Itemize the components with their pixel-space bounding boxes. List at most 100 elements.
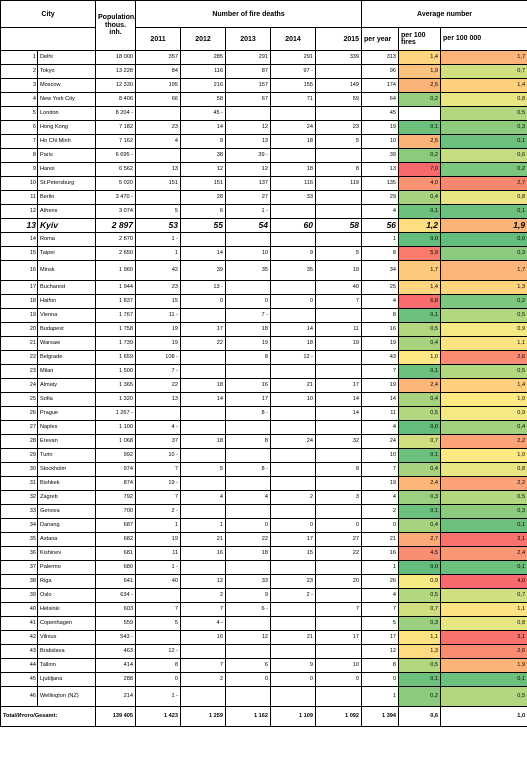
deaths-2012: 151 (180, 176, 227, 191)
deaths-2012: 4 (180, 490, 227, 505)
table-row: 30 Stockholm 974 7 5 8 -8 7 0,4 0,8 (0, 462, 527, 477)
deaths-2015: 119 (315, 176, 363, 191)
row-index: 2 (0, 64, 38, 79)
row-index: 26 (0, 406, 38, 421)
deaths-2012: 2 (180, 672, 227, 687)
per-year-cell: 1 (361, 686, 400, 707)
deaths-2013: 54 (225, 218, 272, 233)
row-index: 44 (0, 658, 38, 673)
per-year-cell: 21 (361, 532, 400, 547)
per-100000-cell: 0,4 (440, 420, 527, 435)
population-cell: 792 (95, 490, 137, 505)
per-year-cell: 96 (361, 64, 400, 79)
deaths-2011: 11 - (135, 308, 182, 323)
deaths-2012: 4 - (180, 616, 227, 631)
row-index: 21 (0, 336, 38, 351)
per-year-cell: 174 (361, 78, 400, 93)
table-row: 32 Zagreb 792 7 4 4 2 3 4 0,3 0,5 (0, 490, 527, 505)
total-row: Total/Итого/Gesamt: 139 405 1 423 1 259 1 16… (0, 706, 527, 727)
deaths-2011: 10 - (135, 448, 182, 463)
deaths-2015: 14 (315, 392, 363, 407)
deaths-2014 (270, 280, 317, 295)
header-year-2012: 2012 (180, 27, 227, 51)
city-name: Minsk (36, 260, 97, 281)
deaths-2011: 11 (135, 546, 182, 561)
per-100000-cell: 1,7 (440, 260, 527, 281)
row-index: 3 (0, 78, 38, 93)
table-row: 7 Ho Chi Minh 7 162 4 9 13 18 5 10 2,5 0,1 (0, 134, 527, 149)
deaths-2014: 0 (270, 672, 317, 687)
per-100-fires-cell: 0,0 (398, 232, 442, 247)
header-per-year: per year (361, 27, 400, 51)
deaths-2011 (135, 630, 182, 645)
per-year-cell: 43 (361, 350, 400, 365)
table-row: 16 Minsk 1 960 42 39 35 35 19 34 1,7 1,7 (0, 260, 527, 281)
deaths-2015: 8 (315, 162, 363, 177)
deaths-2013 (225, 364, 272, 379)
deaths-2015: 5 (315, 246, 363, 261)
city-name: Tokyo (36, 64, 97, 79)
header-year-2011: 2011 (135, 27, 182, 51)
deaths-2013: 6 - (225, 602, 272, 617)
deaths-2013 (225, 106, 272, 121)
row-index: 7 (0, 134, 38, 149)
deaths-2012: 17 (180, 322, 227, 337)
row-index: 15 (0, 246, 38, 261)
deaths-2011: 37 (135, 434, 182, 449)
population-cell: 559 (95, 616, 137, 631)
population-cell: 8 406 (95, 92, 137, 107)
deaths-2015: 5 (315, 134, 363, 149)
deaths-2012: 14 (180, 120, 227, 135)
deaths-2014: 0 (270, 518, 317, 533)
per-100000-cell: 0,5 (440, 364, 527, 379)
deaths-2013: 12 (225, 120, 272, 135)
deaths-2014: 35 (270, 260, 317, 281)
deaths-2014 (270, 602, 317, 617)
table-row: 15 Taipei 2 650 1 14 10 9 5 8 5,9 0,3 (0, 246, 527, 261)
per-100-fires-cell: 0,3 (398, 616, 442, 631)
deaths-2013: 9 (225, 588, 272, 603)
per-100000-cell: 1,1 (440, 336, 527, 351)
row-index: 10 (0, 176, 38, 191)
row-index: 8 (0, 148, 38, 163)
per-100-fires-cell: 2,7 (398, 532, 442, 547)
deaths-2011: 1 (135, 246, 182, 261)
deaths-2014: 21 (270, 378, 317, 393)
per-100-fires-cell: 2,4 (398, 378, 442, 393)
row-index: 40 (0, 602, 38, 617)
population-cell: 1 758 (95, 322, 137, 337)
population-cell: 974 (95, 462, 137, 477)
per-100-fires-cell: 0,1 (398, 204, 442, 219)
per-100-fires-cell: 2,5 (398, 134, 442, 149)
per-100-fires-cell: 0,9 (398, 574, 442, 589)
table-row: 28 Erevan 1 068 37 18 8 24 32 24 0,7 2,2 (0, 434, 527, 449)
deaths-2015 (315, 308, 363, 323)
per-100-fires-cell: 0,2 (398, 686, 442, 707)
table-row: 41 Copenhagen 559 5 4 -5 0,3 0,8 (0, 616, 527, 631)
deaths-2012 (180, 350, 227, 365)
per-100000-cell: 1,7 (440, 50, 527, 65)
per-year-cell: 4 (361, 588, 400, 603)
per-100-fires-cell: 2,4 (398, 476, 442, 491)
population-cell: 543 - (95, 630, 137, 645)
deaths-2015: 32 (315, 434, 363, 449)
city-name: Belgrade (36, 350, 97, 365)
deaths-2015: 0 (315, 518, 363, 533)
deaths-2014: 71 (270, 92, 317, 107)
deaths-2012 (180, 420, 227, 435)
header-per-100000: per 100 000 (440, 27, 527, 51)
population-cell: 6 562 (95, 162, 137, 177)
per-100000-cell: 1,4 (440, 378, 527, 393)
per-100-fires-cell: 0,0 (398, 420, 442, 435)
deaths-2012: 9 (180, 134, 227, 149)
deaths-2013 (225, 232, 272, 247)
deaths-2013: 6 (225, 658, 272, 673)
deaths-2012: 58 (180, 92, 227, 107)
deaths-2012: 12 (180, 574, 227, 589)
deaths-2014 (270, 204, 317, 219)
city-name: Hong Kong (36, 120, 97, 135)
city-name: Kyiv (36, 218, 97, 233)
header-year-2014: 2014 (270, 27, 317, 51)
deaths-2012: 7 (180, 602, 227, 617)
city-name: Taipei (36, 246, 97, 261)
